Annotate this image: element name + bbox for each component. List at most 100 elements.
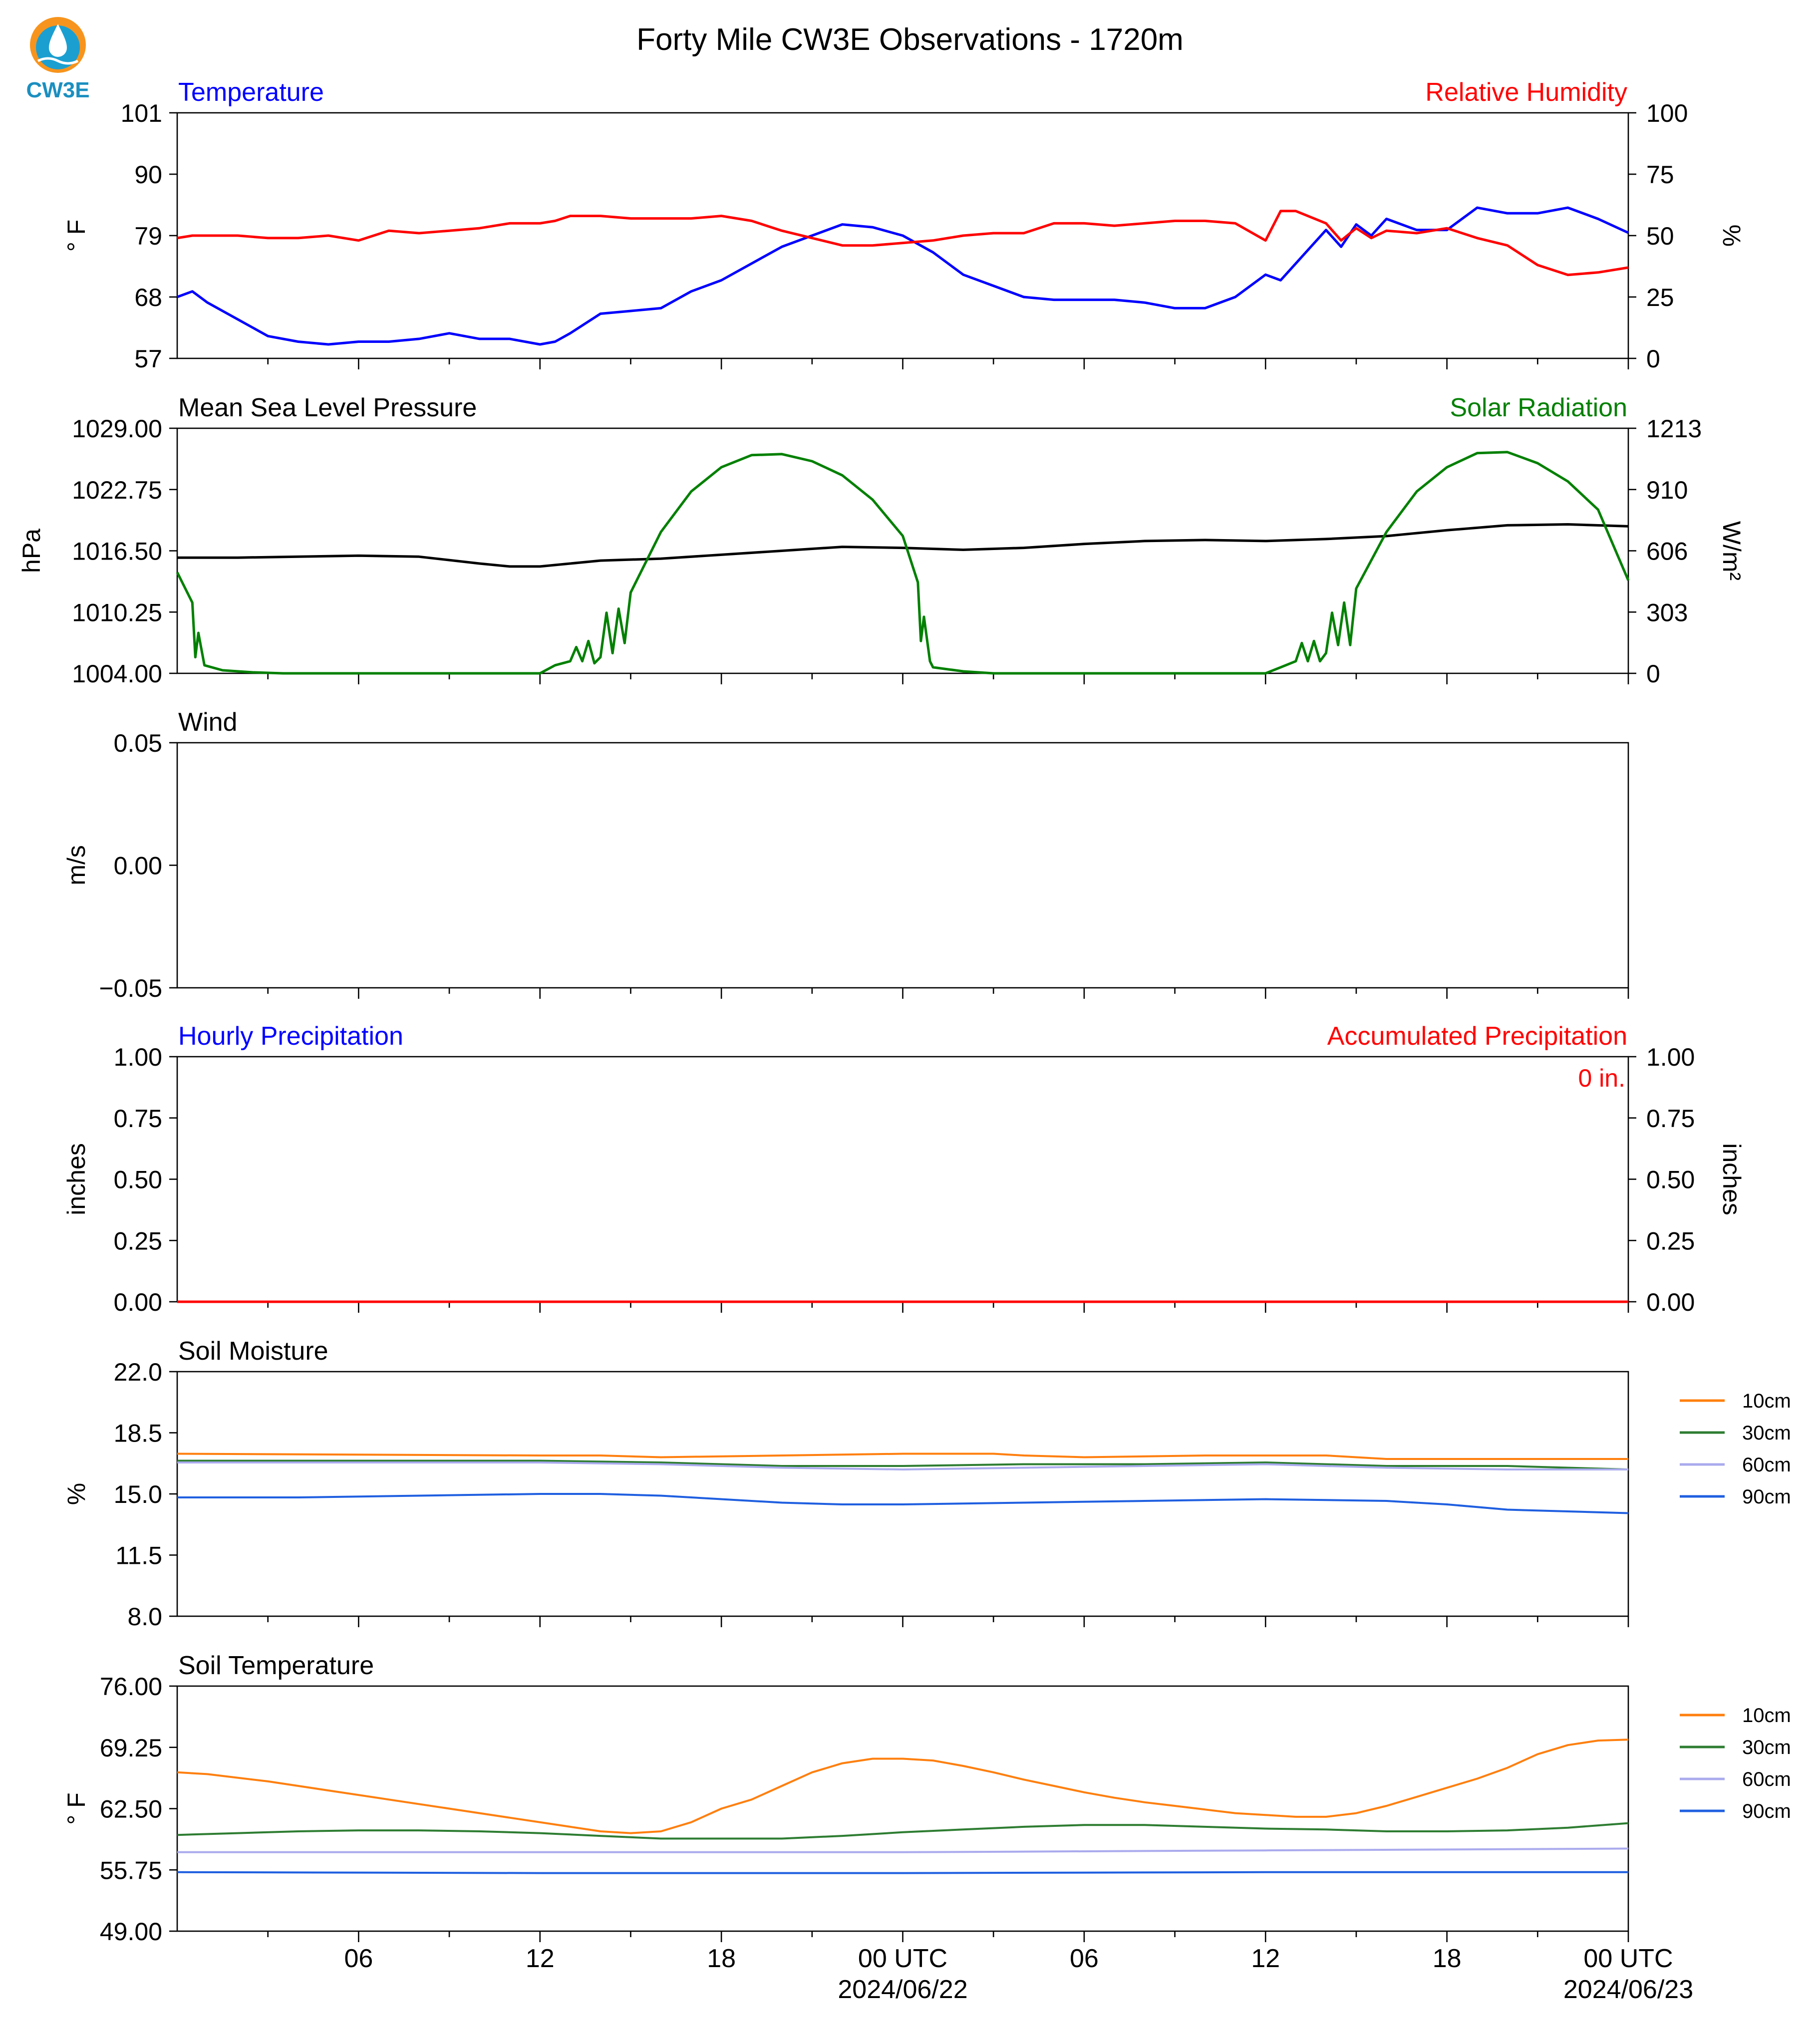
y-right-tick-label: 303 [1646, 598, 1688, 626]
y-left-axis-label: m/s [62, 845, 90, 885]
panel-title-left: Mean Sea Level Pressure [178, 393, 477, 422]
y-right-tick-label: 0 [1646, 660, 1660, 688]
legend-label: 60cm [1742, 1768, 1791, 1790]
y-left-axis-label: hPa [17, 529, 45, 573]
y-left-tick-label: 0.00 [114, 852, 162, 880]
panel-soil-moisture: 22.0 18.5 15.0 11.5 8.0 Soil Moisture% 10cm 30c… [62, 1337, 1791, 1631]
x-tick-label: 00 UTC [1583, 1944, 1673, 1973]
x-tick-label: 06 [1070, 1944, 1099, 1973]
y-right-axis-label: W/m² [1718, 521, 1746, 580]
y-right-tick-label: 910 [1646, 476, 1688, 504]
y-right-tick-label: 606 [1646, 538, 1688, 566]
y-left-tick-label: 101 [121, 99, 162, 127]
x-tick-label: 12 [526, 1944, 555, 1973]
y-left-tick-label: 49.00 [100, 1918, 162, 1946]
series-line-10cm [177, 1452, 1628, 1460]
plot-frame [176, 742, 1629, 989]
legend-label: 90cm [1742, 1800, 1791, 1822]
plot-frame [176, 427, 1629, 674]
y-left-tick-label: 1029.00 [72, 415, 162, 443]
y-left-tick-label: 90 [134, 161, 162, 189]
series-line-30cm [177, 1822, 1629, 1840]
legend-label: 10cm [1742, 1705, 1791, 1727]
y-left-tick-label: 0.50 [114, 1166, 162, 1194]
y-right-tick-label: 75 [1646, 161, 1674, 189]
y-right-tick-label: 100 [1646, 99, 1688, 127]
logo-text: CW3E [26, 78, 89, 102]
legend-label: 30cm [1742, 1737, 1791, 1758]
series-line-60cm [177, 1461, 1628, 1470]
y-right-tick-label: 0.00 [1646, 1288, 1695, 1316]
plot-frame [176, 1371, 1629, 1617]
y-right-tick-label: 1.00 [1646, 1043, 1695, 1071]
y-left-axis-label: % [62, 1483, 90, 1505]
y-left-tick-label: 1004.00 [72, 660, 162, 688]
y-left-axis-label: inches [62, 1143, 90, 1215]
y-left-tick-label: 69.25 [100, 1734, 162, 1762]
legend-label: 10cm [1742, 1390, 1791, 1412]
panel-title-right: Relative Humidity [1425, 78, 1627, 107]
y-left-tick-label: 0.25 [114, 1227, 162, 1255]
y-right-axis-label: % [1718, 225, 1746, 247]
y-left-axis-label: ° F [62, 220, 90, 252]
y-right-tick-label: 25 [1646, 284, 1674, 311]
panel-precipitation: 1.00 0.75 0.50 0.25 0.00 1.00 0.75 0.50 0.25 0.00… [62, 1022, 1746, 1316]
y-left-tick-label: 22.0 [114, 1358, 162, 1386]
logo-drop-icon [49, 24, 67, 57]
panel-title-left: Temperature [178, 78, 324, 107]
accumulated-total-label: 0 in. [1578, 1064, 1625, 1092]
legend-label: 60cm [1742, 1454, 1791, 1476]
y-left-tick-label: 1.00 [114, 1043, 162, 1071]
panel-soil-temperature: 76.00 69.25 62.50 55.75 49.00 Soil Temperatur… [62, 1651, 1791, 1946]
panel-wind: 0.05 0.00 −0.05 Wind m/s [62, 708, 1629, 1002]
y-left-tick-label: 15.0 [114, 1480, 162, 1508]
chart-title: Forty Mile CW3E Observations - 1720m [636, 22, 1184, 57]
x-tick-label: 18 [1433, 1944, 1462, 1973]
logo-wave-icon [37, 57, 79, 65]
y-right-tick-label: 0.25 [1646, 1227, 1695, 1255]
plot-frame [176, 1056, 1629, 1303]
y-left-tick-label: 57 [134, 345, 162, 373]
legend-label: 30cm [1742, 1422, 1791, 1444]
y-left-tick-label: 1010.25 [72, 598, 162, 626]
y-right-tick-label: 0 [1646, 345, 1660, 373]
series-line-30cm [177, 1459, 1629, 1470]
plot-frame [176, 1685, 1629, 1932]
series-line-solar-radiation [176, 451, 1630, 675]
series-line-10cm [177, 1738, 1629, 1834]
panel-title-left: Wind [178, 708, 237, 737]
series-line-90cm [177, 1871, 1628, 1874]
y-left-tick-label: 11.5 [115, 1542, 162, 1570]
y-right-tick-label: 0.50 [1646, 1166, 1695, 1194]
x-tick-label: 18 [707, 1944, 736, 1973]
y-left-tick-label: 68 [134, 284, 162, 311]
x-tick-label: 06 [344, 1944, 373, 1973]
panel-title-left: Soil Moisture [178, 1337, 328, 1366]
panel-title-right: Solar Radiation [1450, 393, 1627, 422]
series-line-90cm [177, 1493, 1629, 1514]
y-left-tick-label: 55.75 [100, 1856, 162, 1884]
panel-temperature-humidity: 101 90 79 68 57 100 75 50 25 0 Temperature Relative… [62, 78, 1746, 373]
y-left-tick-label: 1022.75 [72, 476, 162, 504]
y-left-tick-label: 79 [134, 222, 162, 250]
panel-title-right: Accumulated Precipitation [1327, 1022, 1627, 1051]
panel-title-left: Soil Temperature [178, 1651, 374, 1680]
x-tick-label: 12 [1251, 1944, 1280, 1973]
y-right-tick-label: 50 [1646, 222, 1674, 250]
y-left-axis-label: ° F [62, 1792, 90, 1824]
series-line-temperature [177, 206, 1629, 346]
y-left-tick-label: 18.5 [114, 1420, 162, 1448]
y-left-tick-label: 1016.50 [72, 538, 162, 566]
x-tick-label: 00 UTC [858, 1944, 947, 1973]
series-line-mean-sea-level-pressure [177, 523, 1629, 568]
series-line-relative-humidity [177, 210, 1629, 277]
panel-title-left: Hourly Precipitation [178, 1022, 403, 1051]
x-date-label: 2024/06/23 [1563, 1975, 1693, 2004]
y-right-tick-label: 0.75 [1646, 1105, 1695, 1133]
legend-label: 90cm [1742, 1486, 1791, 1508]
cw3e-logo: CW3E [26, 17, 90, 102]
y-right-axis-label: inches [1718, 1143, 1746, 1215]
series-line-60cm [177, 1847, 1629, 1853]
